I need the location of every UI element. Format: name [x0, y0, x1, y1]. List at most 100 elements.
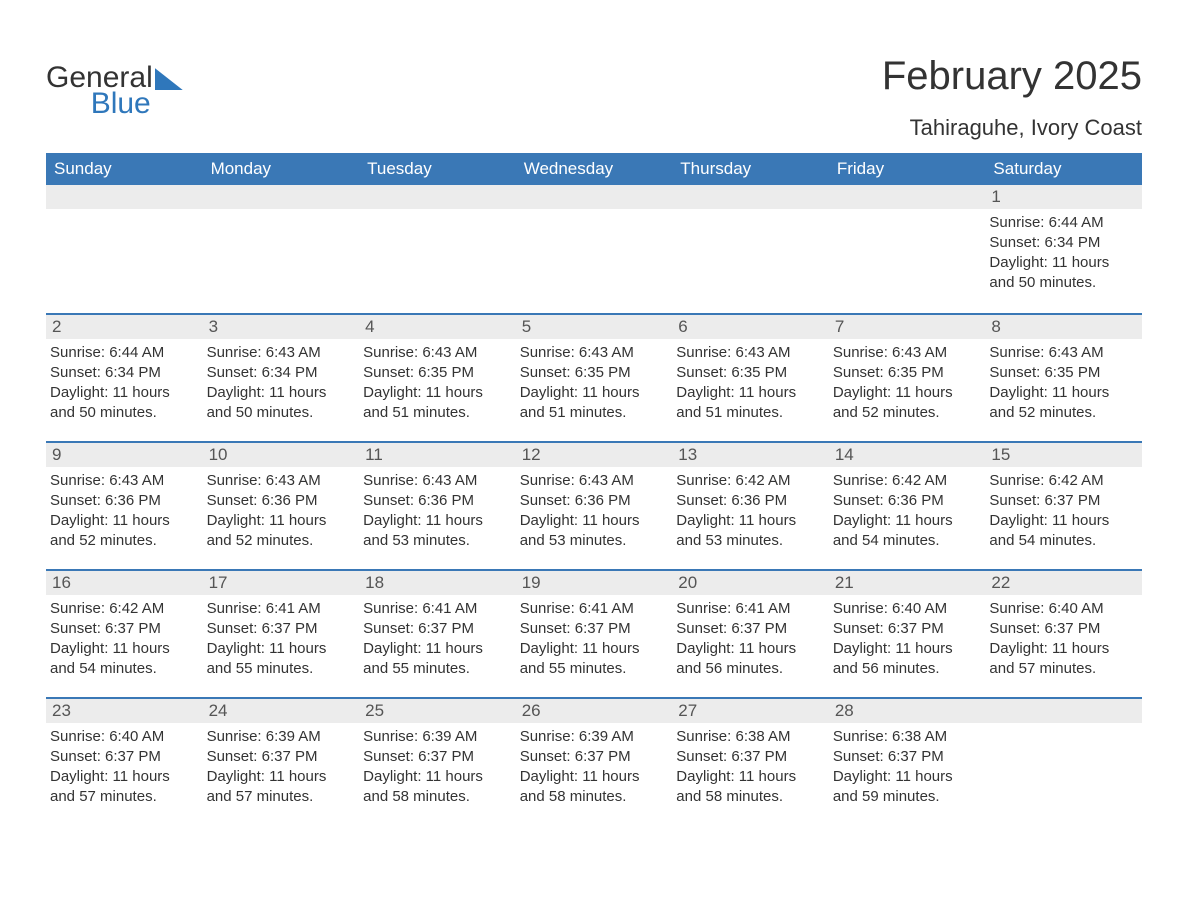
- calendar-day: [516, 185, 673, 313]
- calendar-week: 23Sunrise: 6:40 AMSunset: 6:37 PMDayligh…: [46, 697, 1142, 825]
- day-number: [829, 185, 986, 209]
- sunrise-text: Sunrise: 6:40 AM: [50, 727, 199, 747]
- day-number: 19: [516, 571, 673, 595]
- sunset-text: Sunset: 6:36 PM: [520, 491, 669, 511]
- day-details: Sunrise: 6:43 AMSunset: 6:36 PMDaylight:…: [359, 467, 516, 559]
- sunset-text: Sunset: 6:35 PM: [833, 363, 982, 383]
- sunset-text: Sunset: 6:34 PM: [50, 363, 199, 383]
- daylight-text: Daylight: 11 hours and 50 minutes.: [989, 253, 1138, 293]
- sunrise-text: Sunrise: 6:41 AM: [207, 599, 356, 619]
- sunrise-text: Sunrise: 6:43 AM: [363, 343, 512, 363]
- daylight-text: Daylight: 11 hours and 52 minutes.: [207, 511, 356, 551]
- sunset-text: Sunset: 6:36 PM: [50, 491, 199, 511]
- calendar-day: 2Sunrise: 6:44 AMSunset: 6:34 PMDaylight…: [46, 315, 203, 441]
- title-block: February 2025 Tahiraguhe, Ivory Coast: [882, 30, 1142, 141]
- brand-logo: General Blue: [46, 64, 183, 118]
- sunset-text: Sunset: 6:37 PM: [520, 747, 669, 767]
- calendar-week: 2Sunrise: 6:44 AMSunset: 6:34 PMDaylight…: [46, 313, 1142, 441]
- daylight-text: Daylight: 11 hours and 52 minutes.: [989, 383, 1138, 423]
- location-subtitle: Tahiraguhe, Ivory Coast: [882, 115, 1142, 141]
- day-details: Sunrise: 6:40 AMSunset: 6:37 PMDaylight:…: [46, 723, 203, 815]
- daylight-text: Daylight: 11 hours and 56 minutes.: [833, 639, 982, 679]
- sunset-text: Sunset: 6:36 PM: [833, 491, 982, 511]
- calendar-day: 10Sunrise: 6:43 AMSunset: 6:36 PMDayligh…: [203, 443, 360, 569]
- daylight-text: Daylight: 11 hours and 53 minutes.: [676, 511, 825, 551]
- calendar-day: 16Sunrise: 6:42 AMSunset: 6:37 PMDayligh…: [46, 571, 203, 697]
- calendar-day: 15Sunrise: 6:42 AMSunset: 6:37 PMDayligh…: [985, 443, 1142, 569]
- calendar-day: 24Sunrise: 6:39 AMSunset: 6:37 PMDayligh…: [203, 699, 360, 825]
- calendar-day: 11Sunrise: 6:43 AMSunset: 6:36 PMDayligh…: [359, 443, 516, 569]
- sunrise-text: Sunrise: 6:44 AM: [50, 343, 199, 363]
- daylight-text: Daylight: 11 hours and 57 minutes.: [989, 639, 1138, 679]
- day-number: 4: [359, 315, 516, 339]
- calendar-day: [203, 185, 360, 313]
- calendar-day: 14Sunrise: 6:42 AMSunset: 6:36 PMDayligh…: [829, 443, 986, 569]
- daylight-text: Daylight: 11 hours and 51 minutes.: [676, 383, 825, 423]
- sunrise-text: Sunrise: 6:43 AM: [363, 471, 512, 491]
- sunrise-text: Sunrise: 6:43 AM: [207, 343, 356, 363]
- day-details: Sunrise: 6:42 AMSunset: 6:37 PMDaylight:…: [985, 467, 1142, 559]
- weekday-header: Saturday: [985, 153, 1142, 185]
- day-number: [672, 185, 829, 209]
- calendar-day: 3Sunrise: 6:43 AMSunset: 6:34 PMDaylight…: [203, 315, 360, 441]
- day-number: [516, 185, 673, 209]
- sunset-text: Sunset: 6:37 PM: [676, 619, 825, 639]
- calendar-day: 22Sunrise: 6:40 AMSunset: 6:37 PMDayligh…: [985, 571, 1142, 697]
- sunrise-text: Sunrise: 6:39 AM: [207, 727, 356, 747]
- sunset-text: Sunset: 6:35 PM: [363, 363, 512, 383]
- calendar-day: [985, 699, 1142, 825]
- sunset-text: Sunset: 6:37 PM: [207, 619, 356, 639]
- daylight-text: Daylight: 11 hours and 57 minutes.: [50, 767, 199, 807]
- calendar-day: 7Sunrise: 6:43 AMSunset: 6:35 PMDaylight…: [829, 315, 986, 441]
- day-details: Sunrise: 6:43 AMSunset: 6:36 PMDaylight:…: [516, 467, 673, 559]
- day-number: 26: [516, 699, 673, 723]
- daylight-text: Daylight: 11 hours and 55 minutes.: [207, 639, 356, 679]
- day-number: [985, 699, 1142, 723]
- sunset-text: Sunset: 6:37 PM: [989, 491, 1138, 511]
- day-number: [203, 185, 360, 209]
- day-number: 22: [985, 571, 1142, 595]
- day-details: Sunrise: 6:42 AMSunset: 6:37 PMDaylight:…: [46, 595, 203, 687]
- weekday-header: Thursday: [672, 153, 829, 185]
- calendar-day: 6Sunrise: 6:43 AMSunset: 6:35 PMDaylight…: [672, 315, 829, 441]
- day-details: Sunrise: 6:38 AMSunset: 6:37 PMDaylight:…: [672, 723, 829, 815]
- daylight-text: Daylight: 11 hours and 59 minutes.: [833, 767, 982, 807]
- sunrise-text: Sunrise: 6:41 AM: [676, 599, 825, 619]
- day-number: 11: [359, 443, 516, 467]
- daylight-text: Daylight: 11 hours and 52 minutes.: [50, 511, 199, 551]
- calendar-day: [46, 185, 203, 313]
- flag-icon: [155, 68, 183, 90]
- sunset-text: Sunset: 6:35 PM: [989, 363, 1138, 383]
- day-details: Sunrise: 6:41 AMSunset: 6:37 PMDaylight:…: [359, 595, 516, 687]
- sunrise-text: Sunrise: 6:38 AM: [833, 727, 982, 747]
- day-details: Sunrise: 6:38 AMSunset: 6:37 PMDaylight:…: [829, 723, 986, 815]
- calendar-day: [672, 185, 829, 313]
- daylight-text: Daylight: 11 hours and 56 minutes.: [676, 639, 825, 679]
- calendar-day: 1Sunrise: 6:44 AMSunset: 6:34 PMDaylight…: [985, 185, 1142, 313]
- sunrise-text: Sunrise: 6:43 AM: [520, 343, 669, 363]
- calendar-day: 18Sunrise: 6:41 AMSunset: 6:37 PMDayligh…: [359, 571, 516, 697]
- calendar-day: 20Sunrise: 6:41 AMSunset: 6:37 PMDayligh…: [672, 571, 829, 697]
- sunset-text: Sunset: 6:37 PM: [50, 747, 199, 767]
- day-details: Sunrise: 6:42 AMSunset: 6:36 PMDaylight:…: [829, 467, 986, 559]
- calendar-day: [829, 185, 986, 313]
- brand-text: General Blue: [46, 64, 153, 118]
- daylight-text: Daylight: 11 hours and 51 minutes.: [363, 383, 512, 423]
- day-number: 23: [46, 699, 203, 723]
- day-number: 17: [203, 571, 360, 595]
- sunset-text: Sunset: 6:35 PM: [520, 363, 669, 383]
- sunrise-text: Sunrise: 6:38 AM: [676, 727, 825, 747]
- day-details: Sunrise: 6:43 AMSunset: 6:36 PMDaylight:…: [203, 467, 360, 559]
- daylight-text: Daylight: 11 hours and 58 minutes.: [676, 767, 825, 807]
- calendar-week: 1Sunrise: 6:44 AMSunset: 6:34 PMDaylight…: [46, 185, 1142, 313]
- sunrise-text: Sunrise: 6:42 AM: [989, 471, 1138, 491]
- daylight-text: Daylight: 11 hours and 55 minutes.: [520, 639, 669, 679]
- weekday-header-row: Sunday Monday Tuesday Wednesday Thursday…: [46, 153, 1142, 185]
- calendar-day: 23Sunrise: 6:40 AMSunset: 6:37 PMDayligh…: [46, 699, 203, 825]
- calendar-day: 12Sunrise: 6:43 AMSunset: 6:36 PMDayligh…: [516, 443, 673, 569]
- day-details: Sunrise: 6:43 AMSunset: 6:36 PMDaylight:…: [46, 467, 203, 559]
- sunrise-text: Sunrise: 6:42 AM: [833, 471, 982, 491]
- calendar-day: 25Sunrise: 6:39 AMSunset: 6:37 PMDayligh…: [359, 699, 516, 825]
- calendar-table: Sunday Monday Tuesday Wednesday Thursday…: [46, 153, 1142, 825]
- day-number: 5: [516, 315, 673, 339]
